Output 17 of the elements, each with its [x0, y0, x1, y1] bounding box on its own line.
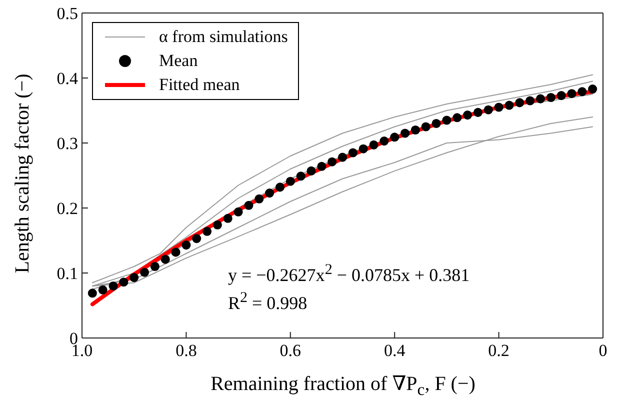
legend-label: Fitted mean — [159, 74, 240, 96]
legend-label: Mean — [159, 50, 198, 72]
x-tick-label: 0.2 — [488, 341, 510, 360]
x-axis-title: Remaining fraction of ∇P$_{c}$, F (−) — [210, 372, 476, 400]
x-tick-label: 0.8 — [176, 341, 197, 360]
y-tick-label: 0.1 — [56, 264, 78, 284]
x-tick-label: 0 — [598, 341, 608, 360]
y-tick-label: 0.3 — [56, 134, 78, 154]
annotation: R$^{2}$ = 0.998 — [228, 290, 308, 314]
annotation: y = −0.2627x$^{2}$ − 0.0785x + 0.381 — [228, 262, 470, 286]
y-tick-label: 0.2 — [56, 199, 78, 218]
y-axis-title: Length scaling factor (−) — [12, 73, 34, 273]
y-tick-label: 0.5 — [56, 4, 78, 24]
x-tick-label: 0.4 — [384, 341, 406, 360]
legend-label: α from simulations — [159, 26, 288, 48]
x-tick-label: 0.6 — [280, 341, 302, 360]
y-tick-label: 0.4 — [56, 69, 78, 88]
